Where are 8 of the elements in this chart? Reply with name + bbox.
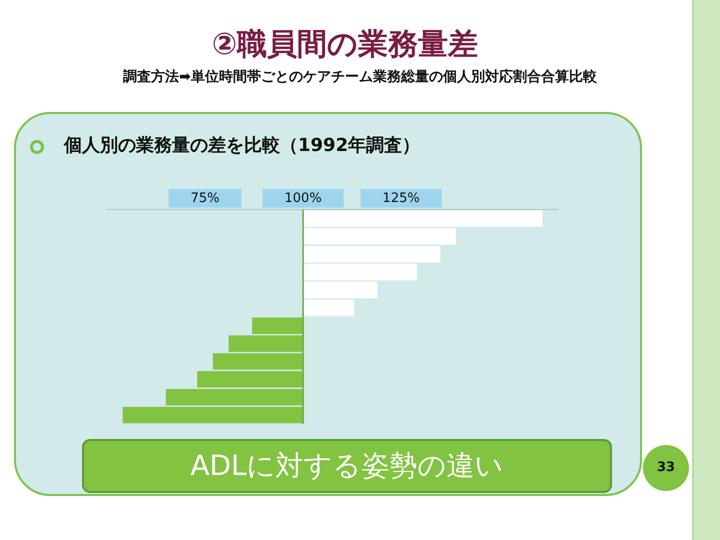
text: ADLに対する姿勢の違い	[82, 439, 612, 493]
text: 33	[643, 445, 689, 491]
x-tick-label: 125%	[382, 191, 420, 206]
x-tick-label: 100%	[284, 191, 322, 206]
text: 個人別の業務量の差を比較（1992年調査）	[64, 134, 420, 157]
chart-subtitle: 調査方法➡単位時間帯ごとのケアチーム業務総量の個人別対応割合合算比較	[122, 68, 598, 86]
chart-title: ②職員間の業務量差	[210, 26, 480, 64]
x-tick-label: 75%	[190, 191, 220, 206]
